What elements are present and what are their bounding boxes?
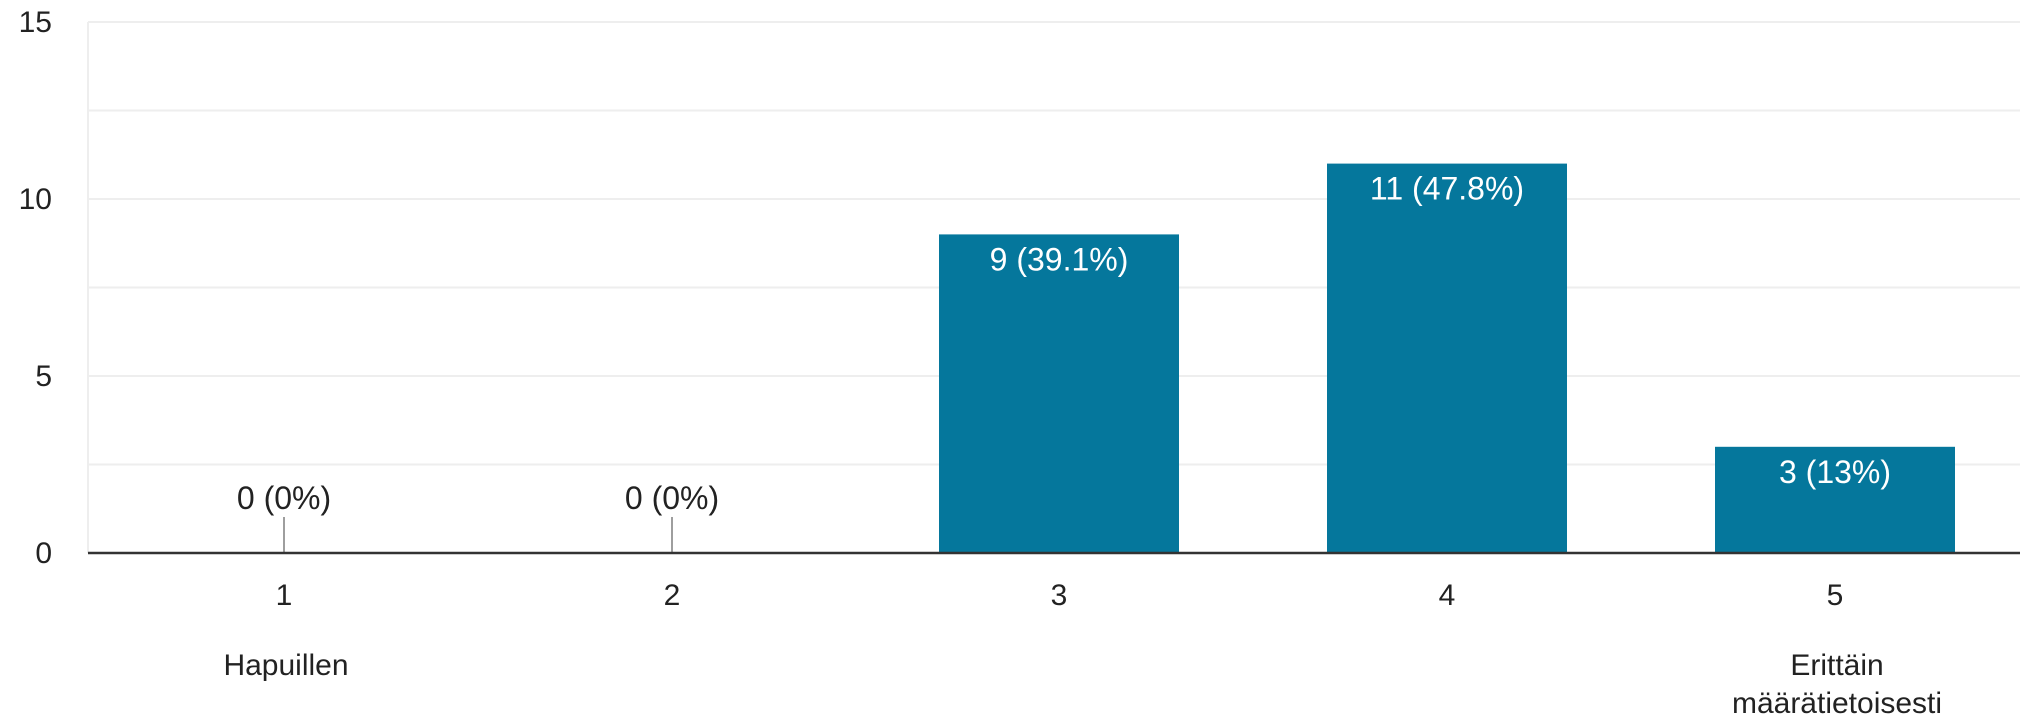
data-label: 3 (13%)	[1779, 454, 1891, 490]
axes	[87, 22, 2020, 555]
data-labels: 0 (0%) 0 (0%) 9 (39.1%) 11 (47.8%) 3 (13%)	[237, 171, 1891, 516]
bar	[1715, 446, 1955, 553]
x-category-sublabel: Erittäin	[1790, 649, 1883, 682]
x-tick-label: 5	[1827, 579, 1844, 612]
y-tick-label: 10	[19, 183, 52, 216]
data-label: 0 (0%)	[625, 480, 719, 516]
y-axis-tick-labels: 0 5 10 15	[19, 6, 52, 570]
x-axis-tick-labels: 1 2 3 4 5	[276, 579, 1844, 612]
x-tick-label: 1	[276, 579, 293, 612]
bar	[939, 234, 1179, 553]
x-category-sublabel: määrätietoisesti	[1732, 687, 1942, 720]
y-tick-label: 15	[19, 6, 52, 39]
data-label: 0 (0%)	[237, 480, 331, 516]
data-label: 9 (39.1%)	[990, 241, 1129, 277]
y-tick-label: 5	[35, 360, 52, 393]
data-label: 11 (47.8%)	[1370, 171, 1524, 207]
x-tick-label: 3	[1051, 579, 1068, 612]
bars	[283, 163, 1955, 553]
x-tick-label: 2	[664, 579, 681, 612]
x-category-sublabel: Hapuillen	[223, 649, 348, 682]
bar	[1327, 163, 1567, 553]
x-tick-label: 4	[1439, 579, 1456, 612]
x-axis-category-sublabels: Hapuillen Erittäin määrätietoisesti	[223, 649, 1942, 720]
y-tick-label: 0	[35, 537, 52, 570]
